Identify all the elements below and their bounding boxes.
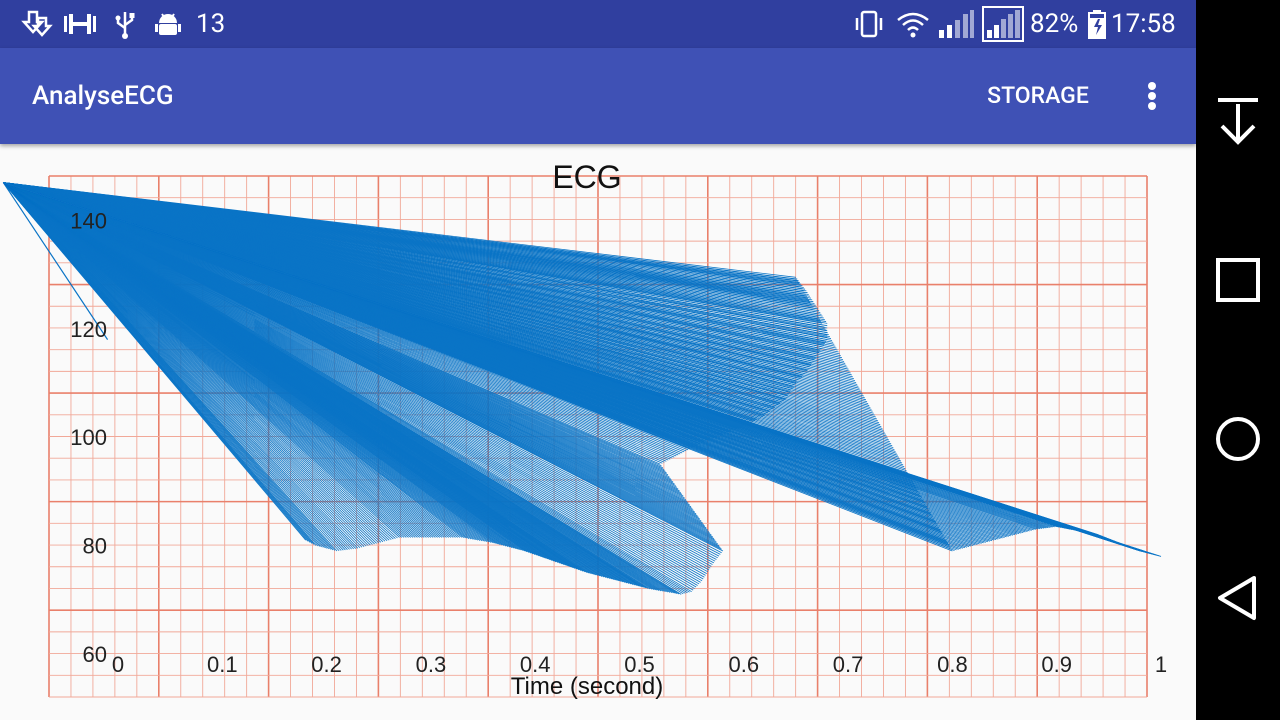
app-title: AnalyseECG	[32, 81, 174, 111]
more-vert-icon[interactable]	[1130, 72, 1174, 120]
signal-2-icon	[982, 6, 1024, 42]
navigation-bar	[1196, 0, 1280, 720]
vibrate-icon	[855, 10, 883, 38]
x-tick-label: 0.8	[937, 652, 968, 677]
ecg-chart: 60 80 100 120 140 0 0.1 0.2 0.3 0.4 0.5 0.6 0.7 0.8 0…	[2, 159, 1167, 700]
ecg-trace-segment	[3, 182, 1162, 557]
x-tick-label: 0	[112, 652, 124, 677]
download-done-icon	[21, 10, 53, 37]
x-tick-label: 0.5	[624, 652, 655, 677]
chart-area: 60 80 100 120 140 0 0.1 0.2 0.3 0.4 0.5 0.6 0.7 0.8 0…	[0, 144, 1196, 720]
y-tick-label: 80	[83, 534, 107, 559]
battery-percent: 82%	[1030, 9, 1079, 39]
notification-count: 13	[196, 9, 226, 39]
usb-icon	[115, 12, 135, 39]
storage-button[interactable]: STORAGE	[987, 82, 1089, 109]
app-bar: AnalyseECG STORAGE	[0, 48, 1196, 144]
x-tick-label: 0.4	[520, 652, 551, 677]
android-debug-icon	[155, 13, 181, 35]
y-tick-label: 120	[70, 317, 107, 342]
y-tick-label: 60	[83, 642, 107, 667]
back-icon[interactable]	[1208, 568, 1268, 628]
x-tick-label: 0.6	[729, 652, 760, 677]
home-icon[interactable]	[1208, 409, 1268, 469]
x-axis-label: Time (second)	[511, 673, 663, 700]
ecg-trace-segment	[2, 182, 109, 340]
signal-1-icon	[939, 10, 974, 38]
dumbbell-icon	[64, 14, 96, 34]
x-tick-label: 0.2	[311, 652, 342, 677]
wifi-icon	[897, 12, 929, 38]
x-tick-label: 0.7	[833, 652, 864, 677]
x-tick-label: 0.1	[207, 652, 238, 677]
hide-keyboard-icon[interactable]	[1208, 90, 1268, 150]
chart-title: ECG	[552, 159, 621, 195]
x-tick-label: 0.3	[416, 652, 447, 677]
battery-charging-icon	[1088, 10, 1106, 39]
y-tick-label: 140	[70, 208, 107, 233]
status-time: 17:58	[1111, 9, 1176, 39]
recents-icon[interactable]	[1208, 250, 1268, 310]
x-tick-label: 0.9	[1041, 652, 1072, 677]
status-bar: 13 82% 17:58	[0, 0, 1196, 48]
x-tick-label: 1	[1155, 652, 1167, 677]
y-tick-label: 100	[70, 425, 107, 450]
